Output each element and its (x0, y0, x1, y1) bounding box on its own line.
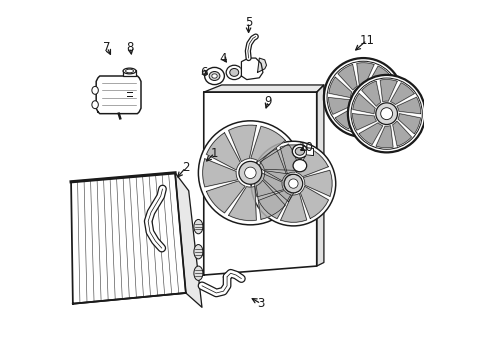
Text: 10: 10 (298, 141, 314, 154)
Circle shape (381, 108, 392, 120)
Circle shape (348, 75, 425, 152)
Polygon shape (258, 58, 267, 72)
Text: 9: 9 (265, 95, 272, 108)
Polygon shape (258, 149, 287, 181)
Polygon shape (306, 148, 314, 156)
Ellipse shape (205, 67, 224, 85)
Polygon shape (380, 80, 397, 102)
Text: 4: 4 (220, 51, 227, 64)
Polygon shape (255, 171, 284, 197)
Polygon shape (175, 173, 202, 307)
Polygon shape (242, 58, 263, 80)
Ellipse shape (194, 244, 203, 259)
Bar (123, 69, 136, 76)
Polygon shape (335, 107, 359, 129)
Text: 8: 8 (126, 41, 134, 54)
Polygon shape (206, 181, 245, 213)
Polygon shape (317, 85, 324, 266)
Polygon shape (260, 144, 298, 170)
Ellipse shape (194, 220, 203, 234)
Text: 5: 5 (245, 16, 252, 29)
Circle shape (357, 91, 369, 104)
Polygon shape (204, 92, 317, 275)
Polygon shape (398, 114, 420, 134)
Polygon shape (353, 114, 376, 130)
Circle shape (289, 179, 298, 188)
Circle shape (239, 161, 262, 184)
Text: 1: 1 (211, 147, 218, 159)
Ellipse shape (293, 144, 307, 158)
Polygon shape (96, 76, 141, 114)
Polygon shape (204, 85, 324, 92)
Ellipse shape (226, 65, 243, 80)
Polygon shape (397, 97, 421, 114)
Polygon shape (368, 66, 392, 88)
Circle shape (198, 121, 302, 225)
Circle shape (245, 167, 256, 179)
Polygon shape (376, 126, 393, 148)
Polygon shape (263, 171, 298, 202)
Polygon shape (229, 125, 256, 162)
Ellipse shape (209, 72, 220, 81)
Polygon shape (329, 77, 352, 98)
Circle shape (352, 86, 374, 109)
Polygon shape (303, 170, 332, 196)
Polygon shape (353, 94, 375, 114)
Polygon shape (300, 186, 328, 219)
Circle shape (324, 58, 403, 137)
Ellipse shape (295, 147, 304, 155)
Polygon shape (359, 123, 383, 144)
Polygon shape (251, 126, 285, 161)
Ellipse shape (92, 86, 98, 94)
Polygon shape (280, 145, 306, 174)
Circle shape (284, 174, 303, 193)
Polygon shape (259, 190, 291, 219)
Polygon shape (362, 81, 381, 106)
Circle shape (251, 141, 336, 226)
Polygon shape (391, 83, 414, 104)
Polygon shape (357, 63, 374, 85)
Polygon shape (374, 81, 398, 98)
Circle shape (376, 103, 397, 125)
Ellipse shape (230, 68, 239, 76)
Ellipse shape (293, 159, 307, 172)
Polygon shape (203, 159, 238, 187)
Ellipse shape (123, 68, 136, 74)
Polygon shape (393, 121, 412, 146)
Polygon shape (229, 186, 256, 220)
Polygon shape (353, 110, 370, 132)
Polygon shape (338, 64, 357, 90)
Text: 7: 7 (103, 41, 111, 54)
Polygon shape (296, 148, 328, 177)
Ellipse shape (194, 266, 203, 280)
Text: 3: 3 (257, 297, 265, 310)
Polygon shape (71, 173, 186, 304)
Text: 2: 2 (182, 161, 190, 174)
Text: 6: 6 (200, 66, 207, 79)
Polygon shape (375, 98, 398, 118)
Ellipse shape (212, 74, 217, 78)
Polygon shape (329, 98, 353, 114)
Polygon shape (206, 133, 241, 170)
Ellipse shape (92, 101, 98, 109)
Text: 11: 11 (360, 33, 374, 47)
Polygon shape (369, 105, 389, 131)
Polygon shape (256, 180, 285, 219)
Polygon shape (281, 193, 307, 222)
